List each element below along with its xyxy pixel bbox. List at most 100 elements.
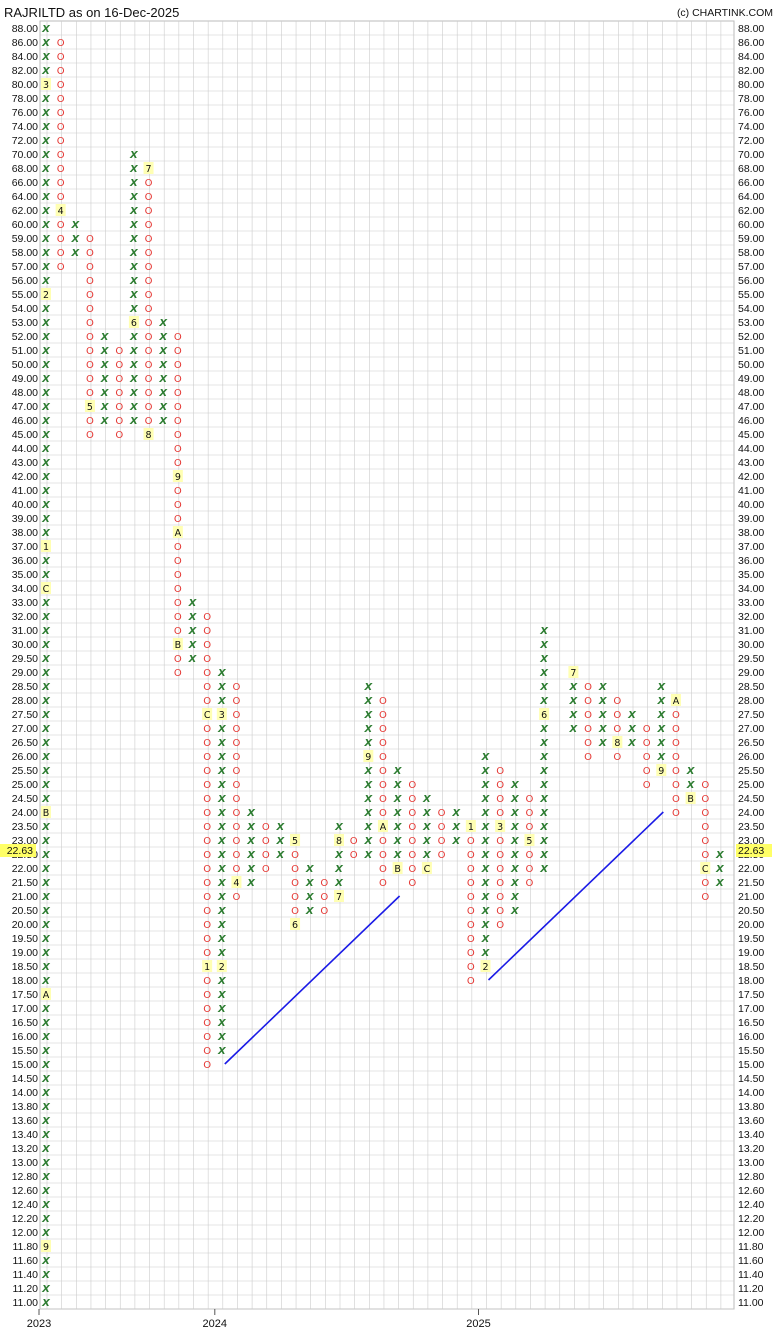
o-box: O <box>379 850 387 861</box>
y-tick-label-right: 42.00 <box>738 471 764 483</box>
o-box: O <box>86 248 94 259</box>
x-box: X <box>422 836 432 847</box>
x-box: X <box>510 808 520 819</box>
o-box: O <box>350 850 358 861</box>
month-marker-bg <box>421 862 432 874</box>
x-box: X <box>451 836 461 847</box>
month-marker-bg <box>524 834 535 846</box>
o-box: O <box>291 864 299 875</box>
o-box: O <box>145 304 153 315</box>
y-tick-label-right: 17.50 <box>738 989 764 1001</box>
o-box: O <box>643 780 651 791</box>
x-box: X <box>41 1256 51 1267</box>
o-box: O <box>233 836 241 847</box>
month-marker: 6 <box>292 920 298 931</box>
x-box: X <box>41 234 51 245</box>
y-tick-label-right: 11.40 <box>738 1269 764 1281</box>
x-box: X <box>481 752 491 763</box>
x-box: X <box>41 1298 51 1309</box>
o-box: O <box>203 878 211 889</box>
x-box: X <box>41 402 51 413</box>
y-tick-label-left: 56.00 <box>12 275 38 287</box>
x-column: XXX <box>715 850 725 889</box>
y-tick-label-right: 19.00 <box>738 947 764 959</box>
x-box: X <box>41 220 51 231</box>
x-box: X <box>41 976 51 987</box>
month-marker: 8 <box>336 836 342 847</box>
o-box: O <box>203 766 211 777</box>
y-tick-label-right: 34.00 <box>738 583 764 595</box>
month-marker-bg <box>334 890 344 902</box>
y-tick-label-right: 15.50 <box>738 1045 764 1057</box>
o-box: O <box>291 878 299 889</box>
x-box: X <box>129 178 139 189</box>
x-box: X <box>217 1018 227 1029</box>
o-box: O <box>438 836 446 847</box>
y-tick-label-right: 48.00 <box>738 387 764 399</box>
y-tick-label-right: 29.00 <box>738 667 764 679</box>
y-tick-label-left: 78.00 <box>12 93 38 105</box>
y-tick-label-left: 11.80 <box>13 1241 39 1253</box>
y-tick-label-left: 66.00 <box>12 177 38 189</box>
o-box: O <box>701 878 709 889</box>
x-box: X <box>246 864 256 875</box>
x-box: X <box>539 654 549 665</box>
x-box: X <box>715 878 725 889</box>
y-tick-label-right: 54.00 <box>738 303 764 315</box>
x-box: X <box>41 906 51 917</box>
o-box: O <box>145 234 153 245</box>
x-box: X <box>363 682 373 693</box>
y-tick-label-right: 23.50 <box>738 821 764 833</box>
month-marker-bg <box>231 876 242 888</box>
x-box: X <box>100 374 110 385</box>
x-box: X <box>129 262 139 273</box>
o-box: O <box>379 864 387 875</box>
x-box: X <box>41 752 51 763</box>
o-box: O <box>233 682 241 693</box>
x-box: X <box>188 598 198 609</box>
x-column: XXX <box>276 822 286 861</box>
o-box: O <box>203 1032 211 1043</box>
o-box: O <box>467 850 475 861</box>
o-box: O <box>115 416 123 427</box>
month-marker-bg <box>377 820 388 832</box>
y-tick-label-left: 19.50 <box>12 933 38 945</box>
x-box: X <box>334 864 344 875</box>
o-box: O <box>496 808 504 819</box>
o-box: O <box>174 486 182 497</box>
x-box: X <box>188 612 198 623</box>
x-box: X <box>41 864 51 875</box>
month-marker-bg <box>568 666 579 678</box>
y-tick-label-right: 28.00 <box>738 695 764 707</box>
y-tick-label-left: 68.00 <box>12 163 38 175</box>
o-box: O <box>320 878 328 889</box>
y-tick-label-right: 68.00 <box>738 163 764 175</box>
o-box: O <box>291 850 299 861</box>
x-box: X <box>481 780 491 791</box>
support-trendline <box>224 895 401 1065</box>
y-tick-label-right: 58.00 <box>738 247 764 259</box>
o-box: O <box>701 836 709 847</box>
y-tick-label-right: 22.00 <box>738 863 764 875</box>
o-box: O <box>672 766 680 777</box>
y-tick-label-right: 11.00 <box>738 1297 764 1309</box>
x-box: X <box>363 766 373 777</box>
x-box: X <box>539 626 549 637</box>
o-box: O <box>174 346 182 357</box>
y-tick-label-right: 24.00 <box>738 807 764 819</box>
y-tick-label-right: 27.00 <box>738 723 764 735</box>
y-tick-label-left: 43.00 <box>12 457 38 469</box>
month-marker-bg <box>41 582 51 594</box>
o-box: O <box>672 710 680 721</box>
x-box: X <box>129 374 139 385</box>
x-box: X <box>41 836 51 847</box>
y-tick-label-right: 21.00 <box>738 891 764 903</box>
y-tick-label-right: 56.00 <box>738 275 764 287</box>
